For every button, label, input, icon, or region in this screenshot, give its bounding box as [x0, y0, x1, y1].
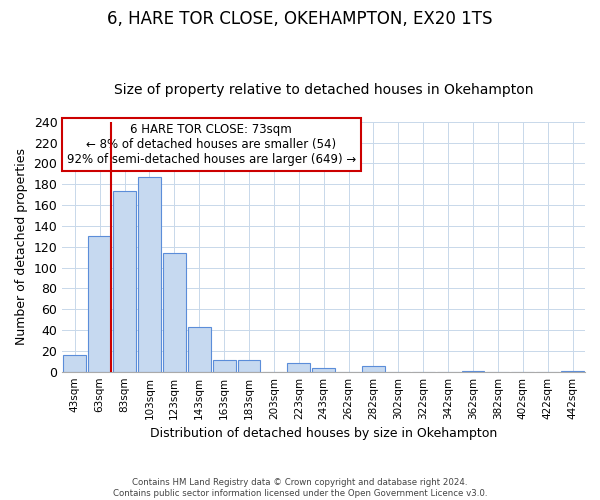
Text: Contains HM Land Registry data © Crown copyright and database right 2024.
Contai: Contains HM Land Registry data © Crown c… [113, 478, 487, 498]
Bar [63, 355, 86, 372]
X-axis label: Distribution of detached houses by size in Okehampton: Distribution of detached houses by size … [150, 427, 497, 440]
Bar [461, 370, 484, 372]
Bar [312, 368, 335, 372]
Title: Size of property relative to detached houses in Okehampton: Size of property relative to detached ho… [114, 83, 533, 97]
Bar [113, 190, 136, 372]
Bar [287, 364, 310, 372]
Text: 6 HARE TOR CLOSE: 73sqm
← 8% of detached houses are smaller (54)
92% of semi-det: 6 HARE TOR CLOSE: 73sqm ← 8% of detached… [67, 123, 356, 166]
Y-axis label: Number of detached properties: Number of detached properties [15, 148, 28, 345]
Bar [163, 253, 186, 372]
Bar [238, 360, 260, 372]
Bar [362, 366, 385, 372]
Text: 6, HARE TOR CLOSE, OKEHAMPTON, EX20 1TS: 6, HARE TOR CLOSE, OKEHAMPTON, EX20 1TS [107, 10, 493, 28]
Bar [138, 177, 161, 372]
Bar [212, 360, 236, 372]
Bar [561, 370, 584, 372]
Bar [88, 236, 111, 372]
Bar [188, 327, 211, 372]
